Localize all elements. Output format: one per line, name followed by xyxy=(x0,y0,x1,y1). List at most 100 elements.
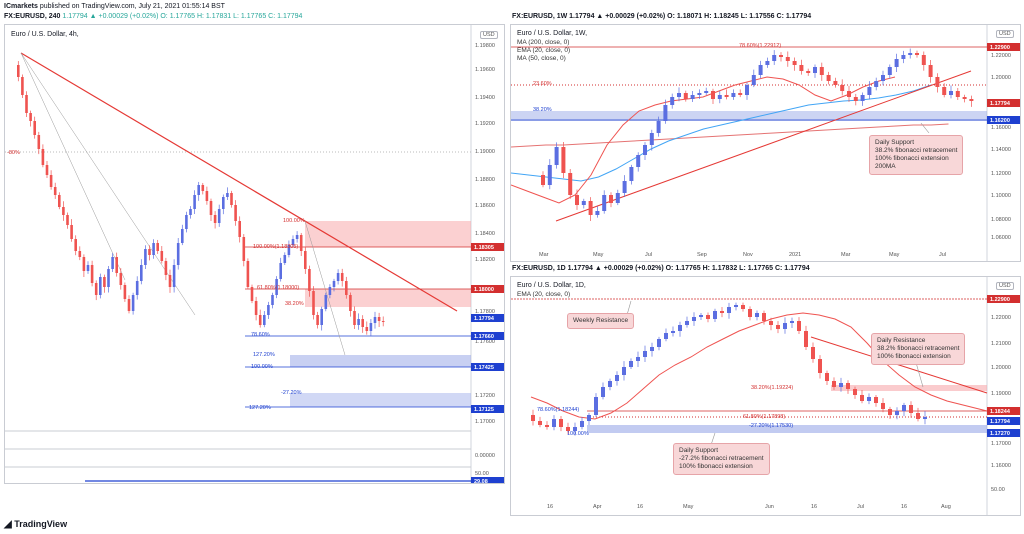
candle-body xyxy=(156,243,159,251)
candle-body xyxy=(189,209,192,215)
candle-body xyxy=(49,175,53,187)
legend-ma200[interactable]: MA (200, close, 0) xyxy=(517,39,570,46)
publish-date: published on TradingView.com, July 21, 2… xyxy=(39,3,225,10)
candle-body xyxy=(671,331,675,333)
y-tick-label: 1.18200 xyxy=(475,257,495,263)
candle-body xyxy=(217,209,221,223)
support-zone xyxy=(290,393,471,407)
y-tick-label: 1.17800 xyxy=(475,309,495,315)
candle-body xyxy=(222,197,225,209)
candle-body xyxy=(230,193,233,205)
price-tag-label: 1.17794 xyxy=(474,316,495,322)
chart-1d-panel[interactable]: Euro / U.S. Dollar, 1D, EMA (20, close, … xyxy=(510,276,1021,516)
legend-ma50[interactable]: MA (50, close, 0) xyxy=(517,55,566,62)
price-tag xyxy=(471,405,504,413)
price-tag-label: 1.17425 xyxy=(474,365,494,371)
candle-body xyxy=(955,91,960,97)
fib-label: 100.00% xyxy=(251,364,273,370)
chart-4h-canvas[interactable]: 1.19800 1.19600 1.19400 1.19200 1.19000 1.188… xyxy=(5,25,504,483)
candle-body xyxy=(340,273,344,281)
candle-body xyxy=(176,243,180,265)
candle-body xyxy=(769,321,773,325)
candle-body xyxy=(287,245,291,255)
candle-body xyxy=(762,313,766,321)
candle-body xyxy=(41,149,45,165)
candle-body xyxy=(765,61,770,65)
chart-1w-panel[interactable]: Euro / U.S. Dollar, 1W, MA (200, close, … xyxy=(510,24,1021,262)
weekly-ohlc: FX:EURUSD, 1W 1.17794 ▲ +0.00029 (+0.02%… xyxy=(512,13,812,20)
x-tick-label: May xyxy=(889,252,900,258)
candle-body xyxy=(629,167,634,181)
chart-1w-canvas[interactable]: 1.220001.200001.180001.160001.140001.120… xyxy=(511,25,1020,261)
ma200-line xyxy=(511,123,949,148)
candle-body xyxy=(731,93,736,97)
candle-body xyxy=(552,419,556,427)
candle-body xyxy=(373,317,377,323)
fib-label: 38.20% xyxy=(533,107,552,113)
y-tick-label: 1.18800 xyxy=(475,177,495,183)
price-tag xyxy=(471,332,504,340)
callout-line: -27.2% fibonacci retracement xyxy=(679,455,764,462)
currency-badge[interactable]: USD xyxy=(996,30,1014,38)
candle-body xyxy=(797,321,801,331)
candle-body xyxy=(846,383,850,389)
candle-body xyxy=(37,135,41,149)
candle-body xyxy=(741,305,745,309)
legend-ema20[interactable]: EMA (20, close, 0) xyxy=(517,47,571,54)
candle-body xyxy=(99,277,102,295)
candle-body xyxy=(581,201,586,205)
candle-body xyxy=(832,381,836,387)
candle-body xyxy=(357,319,360,325)
callout-line: Daily Support xyxy=(679,447,719,454)
candle-body xyxy=(677,93,681,97)
chart-4h-panel[interactable]: Euro / U.S. Dollar, 4h, USD 1.19800 1.196… xyxy=(4,24,505,484)
x-tick-label: Jul xyxy=(645,252,652,258)
weekly-header: FX:EURUSD, 1W 1.17794 ▲ +0.00029 (+0.02%… xyxy=(512,13,811,20)
candle-body xyxy=(602,195,607,211)
fib-label: 23.60% xyxy=(533,81,552,87)
currency-badge[interactable]: USD xyxy=(480,31,498,39)
y-tick-label: 1.18400 xyxy=(475,231,495,237)
publisher-name[interactable]: ICmarkets xyxy=(4,3,38,10)
sub-tick-label: 50.00 xyxy=(475,471,489,477)
candle-body xyxy=(790,321,794,323)
sub-tick-label: 0.00000 xyxy=(475,453,495,459)
legend-ema20[interactable]: EMA (20, close, 0) xyxy=(517,291,571,298)
y-tick-label: 1.19000 xyxy=(991,391,1011,397)
candle-body xyxy=(29,113,32,121)
candle-body xyxy=(860,395,864,401)
candle-body xyxy=(135,281,139,295)
x-tick-label: Mar xyxy=(841,252,851,258)
candle-body xyxy=(21,77,24,95)
candle-body xyxy=(328,287,332,295)
candle-body xyxy=(657,339,661,347)
currency-badge[interactable]: USD xyxy=(996,282,1014,290)
chart-1d-canvas[interactable]: 1.22000 1.21000 1.20000 1.19000 1.17000 1.160… xyxy=(511,277,1020,515)
y-tick-label: 1.22000 xyxy=(991,315,1011,321)
candle-body xyxy=(874,81,879,87)
candle-body xyxy=(751,75,756,85)
candle-body xyxy=(568,173,573,195)
price-tag-label: 1.18244 xyxy=(990,409,1011,415)
candle-body xyxy=(312,291,315,315)
price-tag xyxy=(987,116,1020,124)
candle-body xyxy=(554,147,559,165)
x-tick-label: Jun xyxy=(765,504,774,510)
price-tag-label: 1.18305 xyxy=(474,245,494,251)
candle-body xyxy=(566,427,570,431)
candle-body xyxy=(164,261,168,275)
trendline xyxy=(555,70,972,222)
candle-body xyxy=(717,95,722,99)
x-tick-label: Sep xyxy=(697,252,707,258)
trendline xyxy=(810,336,988,394)
y-tick-label: 1.20000 xyxy=(991,75,1011,81)
candle-body xyxy=(295,235,299,239)
y-tick-label: 1.22000 xyxy=(991,53,1011,59)
candle-body xyxy=(923,417,927,419)
support-zone xyxy=(511,111,987,121)
tradingview-logo[interactable]: ◢ TradingView xyxy=(4,519,67,530)
y-tick-label: 1.10000 xyxy=(991,193,1011,199)
callout-line: 200MA xyxy=(875,163,896,170)
candle-body xyxy=(573,427,577,431)
candle-body xyxy=(909,405,913,413)
